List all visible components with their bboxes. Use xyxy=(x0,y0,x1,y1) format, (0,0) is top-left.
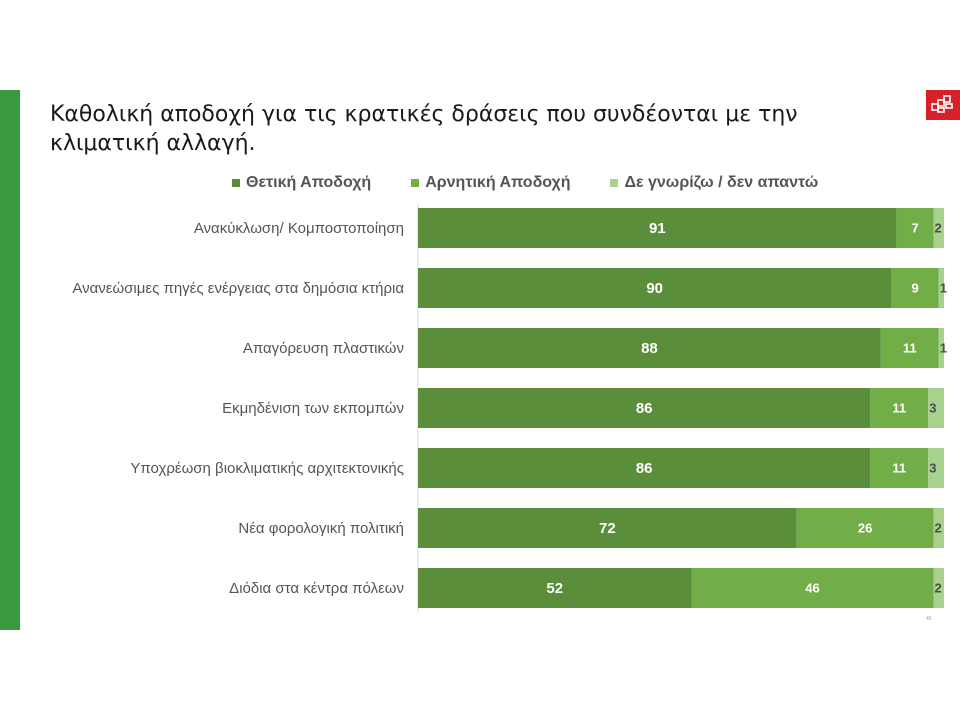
data-label: 26 xyxy=(858,520,872,535)
title-line-1: Καθολική αποδοχή για τις κρατικές δράσει… xyxy=(50,102,798,127)
bar-segment xyxy=(933,508,944,548)
data-label: 11 xyxy=(892,460,906,475)
category-label: Ανανεώσιμες πηγές ενέργειας στα δημόσια … xyxy=(72,280,404,297)
category-label: Εκμηδένιση των εκπομπών xyxy=(222,400,404,417)
category-label: Υποχρέωση βιοκλιματικής αρχιτεκτονικής xyxy=(130,460,404,477)
bar-segment xyxy=(933,208,944,248)
data-label: 1 xyxy=(940,340,947,355)
legend-swatch-unknown xyxy=(610,179,619,187)
legend-item-unknown: Δε γνωρίζω / δεν απαντώ xyxy=(610,174,818,192)
bar-segment xyxy=(418,328,881,368)
bar-segment xyxy=(896,208,934,248)
data-label: 46 xyxy=(805,580,819,595)
data-label: 11 xyxy=(903,340,917,355)
data-label: 2 xyxy=(934,520,941,535)
category-label: Απαγόρευση πλαστικών xyxy=(243,340,404,357)
bar-segment xyxy=(938,268,944,308)
category-label: Διόδια στα κέντρα πόλεων xyxy=(229,580,404,597)
legend-item-negative: Αρνητική Αποδοχή xyxy=(411,174,570,192)
data-label: 86 xyxy=(636,400,653,417)
data-label: 91 xyxy=(649,220,666,237)
data-label: 88 xyxy=(641,340,658,357)
logo-icon xyxy=(926,90,960,120)
bar-segment xyxy=(418,568,692,608)
data-label: 52 xyxy=(546,580,563,597)
legend-label-unknown: Δε γνωρίζω / δεν απαντώ xyxy=(624,174,819,191)
data-label: 86 xyxy=(636,460,653,477)
bar-segment xyxy=(418,508,797,548)
bar-segment xyxy=(418,448,871,488)
data-label: 90 xyxy=(646,280,663,297)
data-label: 1 xyxy=(940,280,947,295)
legend-swatch-positive xyxy=(232,179,240,187)
bar-segment xyxy=(870,448,929,488)
data-label: 2 xyxy=(934,580,941,595)
legend-label-negative: Αρνητική Αποδοχή xyxy=(425,174,571,191)
slide-title: Καθολική αποδοχή για τις κρατικές δράσει… xyxy=(50,100,870,158)
chart-legend: Θετική Αποδοχή Αρνητική Αποδοχή Δε γνωρί… xyxy=(232,174,818,192)
bar-segment xyxy=(691,568,934,608)
category-label: Νέα φορολογική πολιτική xyxy=(238,520,404,537)
category-label: Ανακύκλωση/ Κομποστοποίηση xyxy=(194,220,404,237)
legend-item-positive: Θετική Αποδοχή xyxy=(232,174,371,192)
data-label: 3 xyxy=(929,400,936,415)
bar-segment xyxy=(891,268,939,308)
data-label: 7 xyxy=(911,220,918,235)
logo-icon-graphic xyxy=(931,95,953,113)
data-label: 72 xyxy=(599,520,616,537)
bar-segment xyxy=(938,328,944,368)
accent-side-bar xyxy=(0,90,20,630)
data-label: 9 xyxy=(911,280,918,295)
bar-segment xyxy=(418,268,892,308)
bar-segment xyxy=(880,328,939,368)
bar-segment xyxy=(418,388,871,428)
bar-segment xyxy=(933,568,944,608)
bar-segment xyxy=(870,388,929,428)
data-label: 2 xyxy=(934,220,941,235)
title-line-2: κλιματική αλλαγή. xyxy=(50,131,256,156)
bar-segment xyxy=(418,208,897,248)
data-label: 3 xyxy=(929,460,936,475)
bar-segment xyxy=(928,448,944,488)
data-label: 11 xyxy=(892,400,906,415)
legend-swatch-negative xyxy=(411,179,420,187)
legend-label-positive: Θετική Αποδοχή xyxy=(246,174,372,191)
bar-segment xyxy=(928,388,944,428)
page-number: 45 xyxy=(926,616,932,622)
bar-segment xyxy=(796,508,934,548)
